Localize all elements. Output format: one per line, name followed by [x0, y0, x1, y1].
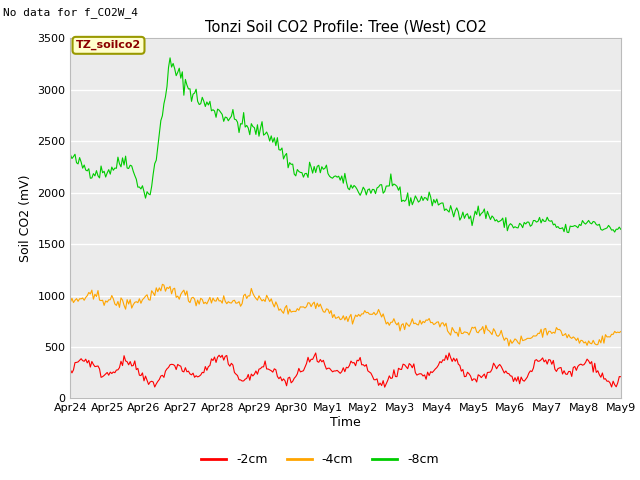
Legend: -2cm, -4cm, -8cm: -2cm, -4cm, -8cm [196, 448, 444, 471]
Text: No data for f_CO2W_4: No data for f_CO2W_4 [3, 7, 138, 18]
Text: TZ_soilco2: TZ_soilco2 [76, 40, 141, 50]
X-axis label: Time: Time [330, 416, 361, 429]
Y-axis label: Soil CO2 (mV): Soil CO2 (mV) [19, 175, 32, 262]
Title: Tonzi Soil CO2 Profile: Tree (West) CO2: Tonzi Soil CO2 Profile: Tree (West) CO2 [205, 20, 486, 35]
